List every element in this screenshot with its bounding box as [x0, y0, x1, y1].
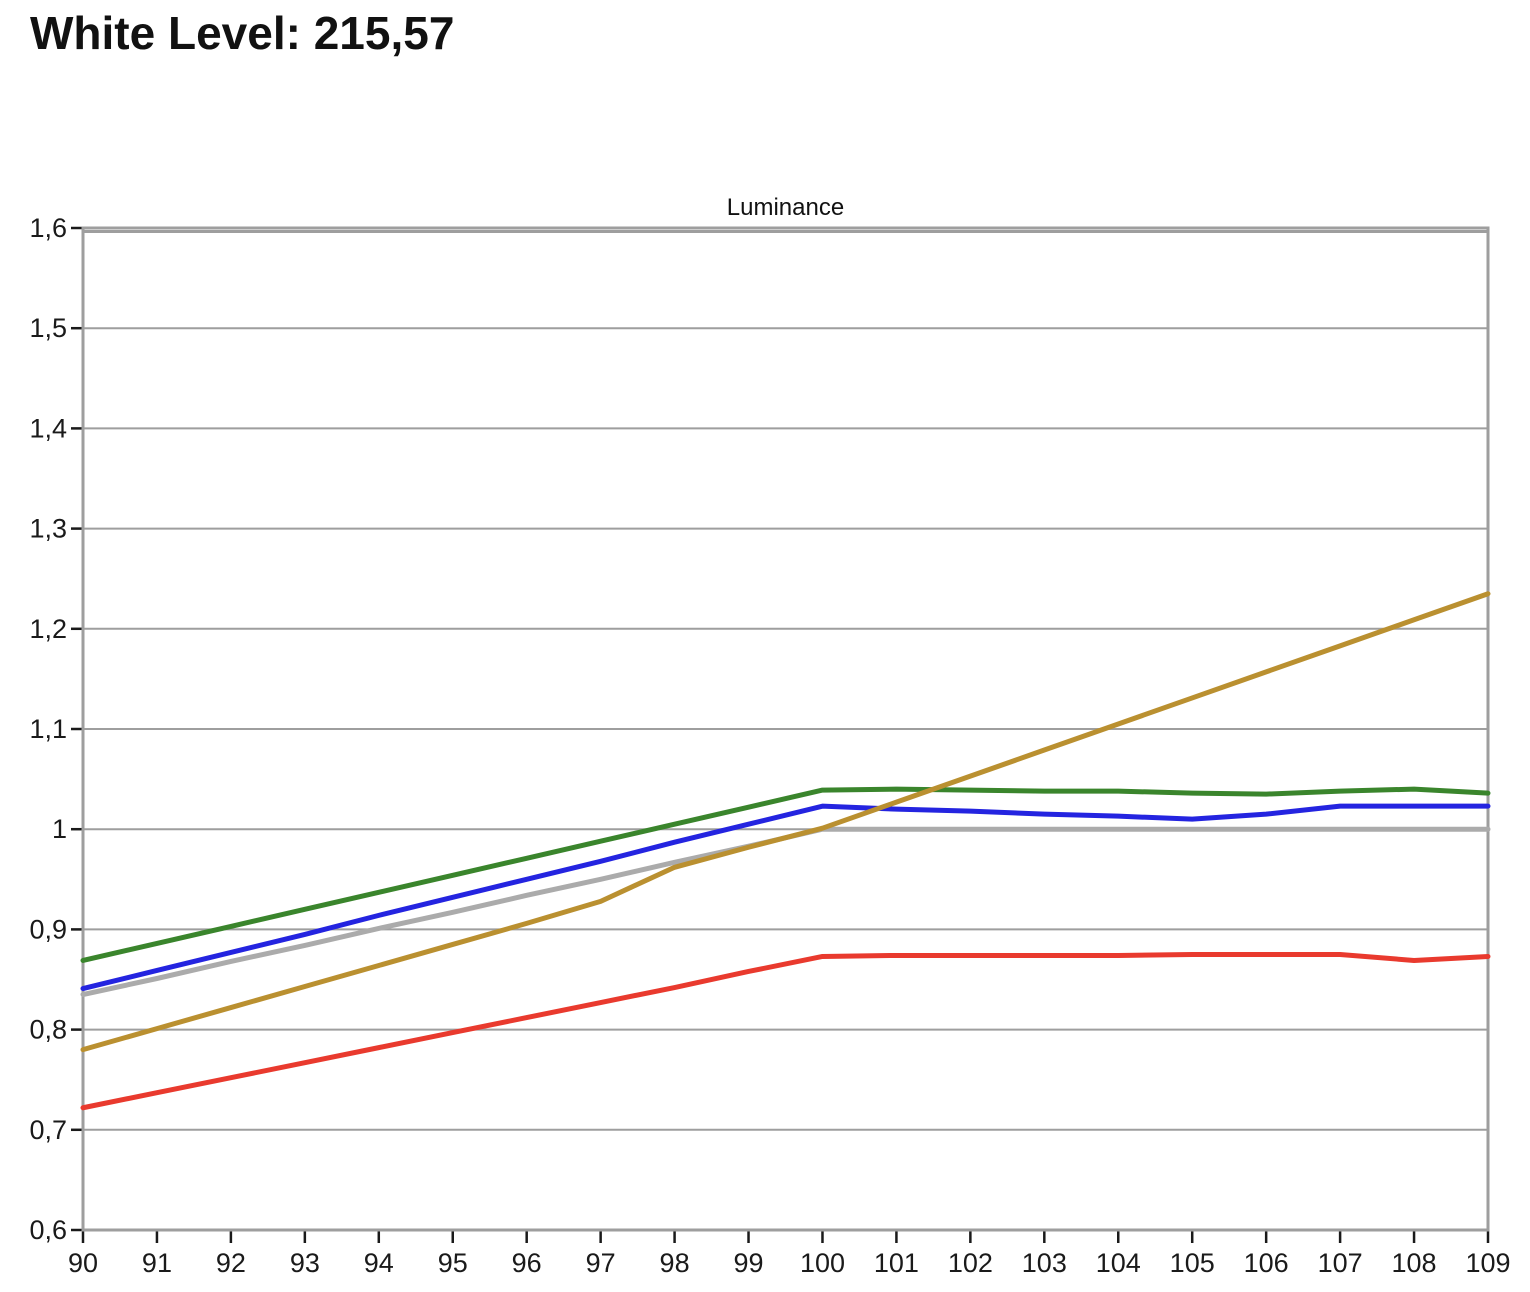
- x-tick-label: 107: [1318, 1248, 1363, 1278]
- x-tick-label: 90: [68, 1248, 98, 1278]
- x-tick-label: 91: [142, 1248, 172, 1278]
- y-tick-label: 1,4: [29, 413, 67, 443]
- y-tick-label: 1,5: [29, 313, 67, 343]
- plot-border: [81, 226, 1490, 1232]
- x-tick-label: 109: [1465, 1248, 1510, 1278]
- x-tick-label: 92: [216, 1248, 246, 1278]
- y-tick-label: 0,8: [29, 1015, 67, 1045]
- x-tick-label: 100: [800, 1248, 845, 1278]
- x-tick-label: 98: [660, 1248, 690, 1278]
- series-gold-line: [80, 591, 1491, 1053]
- chart-title: Luminance: [726, 194, 845, 221]
- y-tick-label: 1,6: [29, 213, 67, 243]
- x-tick-label: 97: [586, 1248, 616, 1278]
- series-blue-line: [80, 803, 1491, 992]
- y-tick-label: 1,1: [29, 714, 67, 744]
- x-tick-label: 95: [438, 1248, 468, 1278]
- x-tick-label: 108: [1392, 1248, 1437, 1278]
- y-tick-label: 0,6: [29, 1215, 67, 1245]
- series-green-line: [80, 786, 1491, 963]
- x-tick-label: 94: [364, 1248, 394, 1278]
- x-tick-label: 105: [1170, 1248, 1215, 1278]
- series-red-line: [80, 951, 1491, 1111]
- x-tick-label: 96: [512, 1248, 542, 1278]
- x-tick-label: 106: [1244, 1248, 1289, 1278]
- y-tick-label: 1,2: [29, 614, 67, 644]
- x-tick-label: 103: [1022, 1248, 1067, 1278]
- x-tick-label: 104: [1096, 1248, 1141, 1278]
- y-tick-label: 0,9: [29, 914, 67, 944]
- x-tick-label: 102: [948, 1248, 993, 1278]
- x-tick-label: 93: [290, 1248, 320, 1278]
- x-tick-label: 101: [874, 1248, 919, 1278]
- y-tick-label: 0,7: [29, 1115, 67, 1145]
- page-title: White Level: 215,57: [30, 7, 455, 59]
- y-tick-label: 1,3: [29, 514, 67, 544]
- x-tick-label: 99: [734, 1248, 764, 1278]
- y-tick-label: 1: [52, 814, 67, 844]
